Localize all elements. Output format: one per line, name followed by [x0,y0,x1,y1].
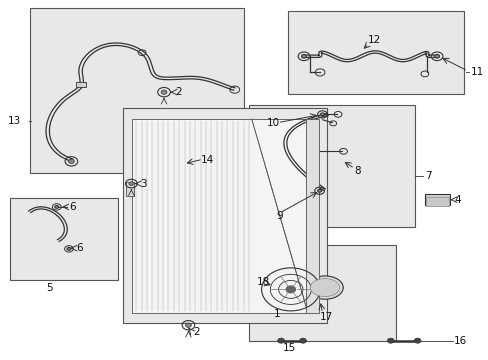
Bar [306,119,318,313]
Bar [10,198,118,280]
Text: 10: 10 [266,118,279,128]
Circle shape [285,286,295,293]
Circle shape [299,338,306,343]
Text: 6: 6 [76,243,83,253]
Bar [126,182,134,197]
Circle shape [277,338,284,343]
Bar [122,108,327,323]
Text: 2: 2 [193,327,200,337]
Text: 18: 18 [256,277,269,287]
Circle shape [67,247,71,250]
Ellipse shape [310,279,339,297]
Bar [30,8,244,173]
Text: 13: 13 [8,116,21,126]
Circle shape [386,338,393,343]
Circle shape [434,54,439,58]
Bar [249,105,414,226]
Circle shape [413,338,420,343]
Text: 14: 14 [201,155,214,165]
Text: 5: 5 [46,283,53,293]
Ellipse shape [306,276,343,299]
Text: 17: 17 [320,312,333,322]
Text: 7: 7 [424,171,430,181]
Circle shape [129,182,134,185]
Circle shape [301,54,306,58]
Circle shape [317,189,321,192]
Text: 9: 9 [276,211,282,221]
Circle shape [55,206,59,208]
Bar [424,194,449,205]
Bar [76,82,86,87]
Text: 2: 2 [175,87,182,97]
Text: 12: 12 [366,35,380,45]
Text: 15: 15 [282,343,295,353]
Text: 8: 8 [353,166,360,176]
Bar [288,12,463,94]
Bar [132,119,307,313]
Text: 3: 3 [140,179,146,189]
Circle shape [320,113,324,116]
Circle shape [161,90,166,94]
Text: 1: 1 [273,310,280,319]
Text: 11: 11 [470,67,484,77]
Text: 16: 16 [453,336,467,346]
Bar [426,197,448,206]
Circle shape [185,323,191,327]
Text: 4: 4 [453,195,460,205]
Circle shape [68,159,74,163]
Text: 6: 6 [69,202,76,212]
Bar [249,244,395,341]
